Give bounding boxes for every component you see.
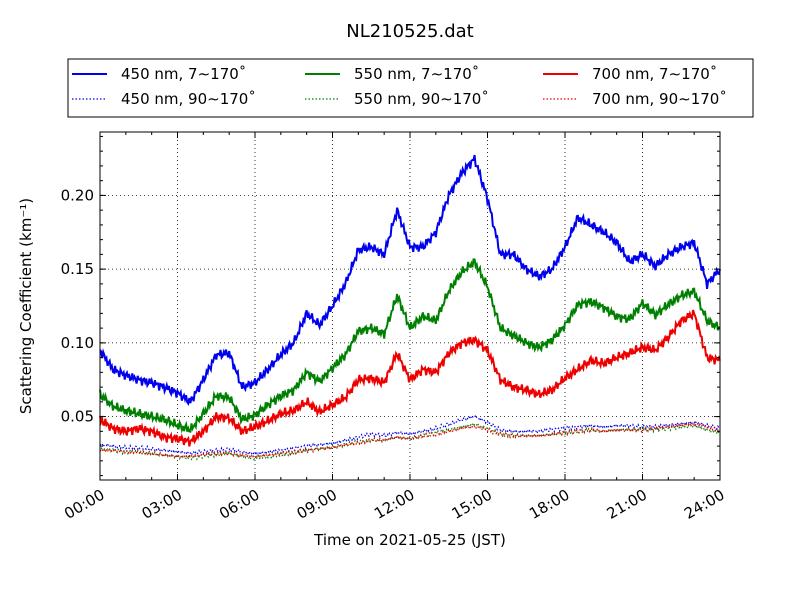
y-axis-label: Scattering Coefficient (km⁻¹) [17, 198, 35, 414]
legend-label: 450 nm, 90∼170˚ [121, 90, 256, 108]
chart-title: NL210525.dat [346, 21, 473, 42]
series-line-5 [99, 421, 721, 461]
x-tick-label: 03:00 [139, 486, 185, 523]
series-line-1 [99, 258, 721, 434]
legend-label: 450 nm, 7∼170˚ [121, 65, 246, 83]
x-tick-label: 06:00 [216, 486, 262, 523]
y-tick-label: 0.15 [61, 260, 94, 278]
x-tick-label: 00:00 [61, 486, 107, 523]
legend-label: 550 nm, 90∼170˚ [354, 90, 489, 108]
series-line-2 [99, 309, 721, 447]
legend-label: 700 nm, 7∼170˚ [592, 65, 717, 83]
x-tick-label: 21:00 [604, 486, 650, 523]
legend-label: 700 nm, 90∼170˚ [592, 90, 727, 108]
y-tick-label: 0.10 [61, 334, 94, 352]
legend-label: 550 nm, 7∼170˚ [354, 65, 479, 83]
x-tick-label: 15:00 [449, 486, 495, 523]
legend: 450 nm, 7∼170˚ 550 nm, 7∼170˚ 700 nm, 7∼17… [67, 58, 754, 118]
x-tick-label: 12:00 [371, 486, 417, 523]
x-tick-label: 09:00 [294, 486, 340, 523]
x-tick-label: 24:00 [681, 486, 727, 523]
grid [100, 132, 720, 480]
y-tick-label: 0.05 [61, 408, 94, 426]
x-tick-label: 18:00 [526, 486, 572, 523]
x-axis-label: Time on 2021-05-25 (JST) [313, 531, 506, 549]
legend-frame [67, 58, 754, 118]
axis-ticks: 00:00 03:00 06:00 09:00 12:00 15:00 18:00 21:00… [61, 132, 728, 523]
y-tick-label: 0.20 [61, 186, 94, 204]
series-line-0 [99, 154, 721, 407]
series-lines [99, 154, 721, 461]
